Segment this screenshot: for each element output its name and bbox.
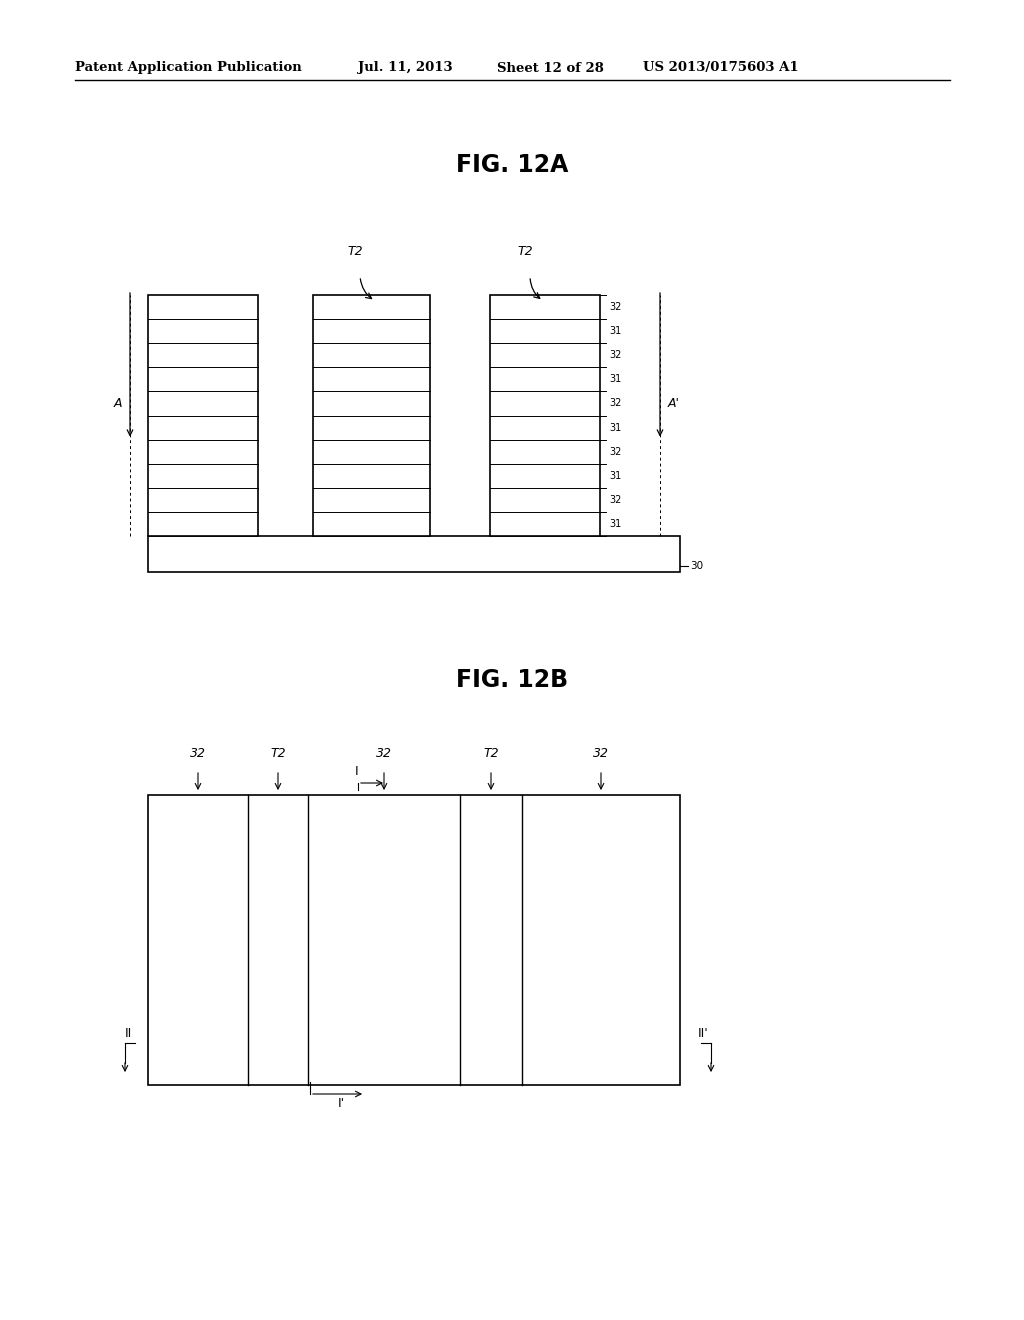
Bar [313,294,430,536]
Text: T2: T2 [270,747,286,760]
Text: 32: 32 [190,747,206,760]
Text: 32: 32 [376,747,392,760]
Text: 31: 31 [609,422,622,433]
Text: A: A [114,397,122,411]
Text: 31: 31 [609,375,622,384]
Text: US 2013/0175603 A1: US 2013/0175603 A1 [643,62,799,74]
Text: 32: 32 [609,399,622,408]
Text: T2: T2 [347,246,362,257]
Text: Jul. 11, 2013: Jul. 11, 2013 [358,62,453,74]
Text: T2: T2 [517,246,532,257]
Text: 31: 31 [609,326,622,337]
Text: 31: 31 [609,471,622,480]
Text: 32: 32 [609,302,622,312]
Text: Sheet 12 of 28: Sheet 12 of 28 [497,62,604,74]
Text: II': II' [698,1027,709,1040]
Bar [490,294,600,536]
Text: FIG. 12B: FIG. 12B [456,668,568,692]
Text: 32: 32 [593,747,609,760]
Text: T2: T2 [483,747,499,760]
Text: 31: 31 [609,519,622,529]
Text: Patent Application Publication: Patent Application Publication [75,62,302,74]
Bar [148,795,680,1085]
Text: A': A' [668,397,680,411]
Text: I: I [355,766,358,777]
Text: 30: 30 [690,561,703,572]
Text: FIG. 12A: FIG. 12A [456,153,568,177]
Bar [148,536,680,572]
Text: II: II [125,1027,132,1040]
Bar [148,294,258,536]
Text: 32: 32 [609,350,622,360]
Text: 32: 32 [609,446,622,457]
Text: 32: 32 [609,495,622,504]
Text: I': I' [338,1097,345,1110]
